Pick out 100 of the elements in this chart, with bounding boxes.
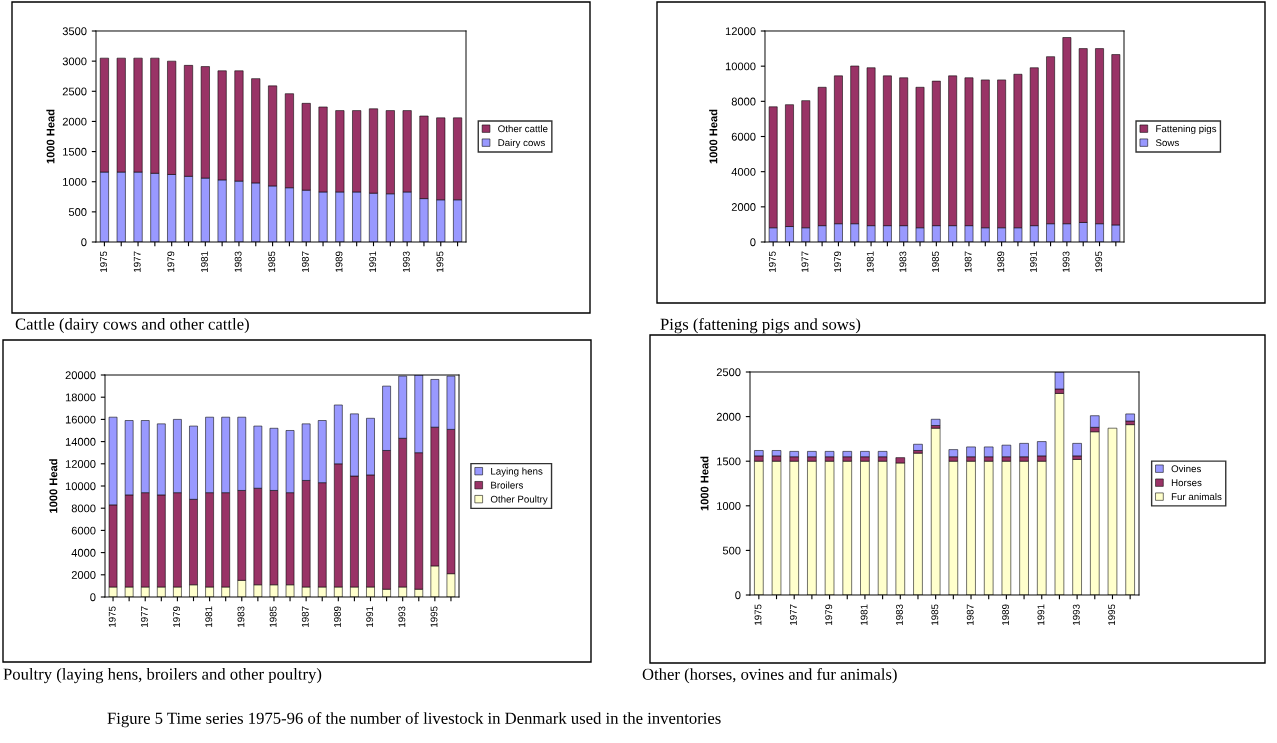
x-tick-label: 1975 — [768, 251, 776, 272]
y-tick-label: 1500 — [63, 147, 87, 156]
y-tick-label: 500 — [722, 546, 741, 555]
y-tick-label: 20000 — [65, 371, 96, 380]
x-tick-label: 1995 — [436, 251, 444, 272]
x-tick-label: 1991 — [369, 251, 377, 272]
bar — [1001, 444, 1012, 458]
x-tick-label: 1993 — [1062, 251, 1070, 272]
x-tick-label: 1993 — [402, 251, 410, 272]
text: Poultry (laying hens, broilers and other poultry) — [3, 668, 322, 684]
x-tick-label: 1983 — [896, 604, 903, 625]
x-tick-label: 1987 — [966, 604, 974, 625]
y-axis-title: 1000 Head — [700, 456, 709, 511]
y-tick-label: 0 — [90, 593, 96, 602]
x-tick-label: 1991 — [1029, 251, 1037, 272]
x-tick-label: 1987 — [301, 606, 309, 627]
bar — [1072, 443, 1082, 457]
x-tick-label: 1979 — [825, 604, 833, 625]
y-tick-label: 14000 — [65, 437, 96, 446]
y-tick-label: 0 — [750, 238, 756, 247]
x-tick-label: 1987 — [301, 251, 309, 272]
y-tick-label: 8000 — [731, 97, 756, 106]
x-tick-label: 1995 — [1095, 251, 1103, 272]
legend-label: Fur animals — [1171, 492, 1222, 501]
x-tick-label: 1985 — [931, 604, 939, 625]
bar — [842, 451, 852, 458]
x-tick-label: 1989 — [334, 606, 341, 627]
x-tick-label: 1991 — [366, 606, 374, 627]
legend-label: Other cattle — [498, 125, 548, 133]
x-tick-label: 1983 — [237, 606, 245, 627]
legend-label: Dairy cows — [498, 138, 545, 149]
x-tick-label: 1981 — [866, 251, 874, 272]
legend-label: Horses — [1171, 479, 1202, 487]
legend-label: Ovines — [1171, 465, 1201, 473]
x-tick-label: 1979 — [834, 251, 842, 272]
y-tick-label: 500 — [68, 208, 87, 216]
bar — [913, 443, 923, 451]
x-tick-label: 1991 — [1037, 604, 1045, 625]
y-tick-label: 2000 — [71, 571, 96, 579]
y-tick-label: 6000 — [71, 526, 96, 535]
y-tick-label: 10000 — [725, 62, 756, 71]
y-tick-label: 12000 — [65, 460, 96, 468]
y-axis-title: 1000 Head — [709, 109, 718, 164]
x-tick-label: 1975 — [754, 604, 762, 625]
legend-label: Sows — [1155, 139, 1179, 147]
x-tick-label: 1995 — [430, 606, 438, 627]
x-tick-label: 1985 — [268, 251, 276, 272]
x-tick-label: 1989 — [335, 251, 343, 272]
y-tick-label: 8000 — [71, 504, 96, 513]
y-tick-label: 1000 — [63, 177, 87, 186]
y-tick-label: 2000 — [716, 412, 741, 421]
y-tick-label: 4000 — [731, 167, 756, 176]
x-tick-label: 1979 — [167, 251, 175, 272]
bar — [1125, 413, 1135, 422]
x-tick-label: 1977 — [133, 251, 141, 272]
x-tick-label: 1995 — [1108, 604, 1116, 625]
x-tick-label: 1985 — [932, 251, 939, 272]
caption: Figure 5 Time series 1975-96 of the number of livestock in Denmark used in the inventories — [107, 712, 721, 728]
bar — [1019, 443, 1029, 458]
y-axis-title: 1000 Head — [49, 459, 58, 513]
bar — [877, 451, 888, 458]
y-tick-label: 1500 — [717, 457, 741, 466]
x-tick-label: 1983 — [234, 251, 242, 272]
x-tick-label: 1981 — [201, 251, 208, 272]
legend-label: Laying hens — [491, 467, 543, 477]
y-tick-label: 0 — [735, 591, 741, 600]
bar — [966, 446, 976, 458]
y-tick-label: 2500 — [716, 368, 741, 377]
x-tick-label: 1987 — [964, 251, 972, 272]
y-tick-label: 6000 — [731, 132, 756, 141]
text: Cattle (dairy cows and other cattle) — [15, 318, 249, 334]
y-tick-label: 12000 — [725, 27, 756, 36]
x-tick-label: 1975 — [108, 606, 116, 627]
bar — [807, 451, 817, 458]
x-tick-label: 1979 — [173, 606, 181, 627]
bar — [789, 451, 799, 458]
x-tick-label: 1983 — [899, 251, 907, 272]
legend-label: Other Poultry — [490, 495, 548, 505]
x-tick-label: 1975 — [100, 251, 108, 272]
bar — [984, 446, 994, 458]
y-tick-label: 16000 — [65, 415, 96, 424]
bar — [860, 451, 870, 458]
y-tick-label: 2000 — [731, 203, 756, 211]
legend-label: Fattening pigs — [1156, 125, 1217, 135]
y-tick-label: 4000 — [71, 548, 96, 557]
x-tick-label: 1993 — [398, 606, 406, 627]
x-tick-label: 1989 — [997, 251, 1005, 272]
bar — [824, 451, 835, 458]
y-tick-label: 10000 — [65, 482, 96, 491]
text: Pigs (fattening pigs and sows) — [660, 318, 861, 334]
y-tick-label: 2000 — [62, 117, 87, 126]
x-tick-label: 1977 — [789, 604, 797, 625]
bar — [1090, 415, 1100, 428]
y-tick-label: 3500 — [62, 27, 87, 36]
bar — [930, 419, 941, 426]
x-tick-label: 1985 — [269, 606, 277, 627]
x-tick-label: 1993 — [1072, 604, 1080, 625]
y-tick-label: 2500 — [62, 87, 87, 96]
y-tick-label: 1000 — [717, 502, 741, 510]
y-tick-label: 18000 — [65, 393, 96, 402]
